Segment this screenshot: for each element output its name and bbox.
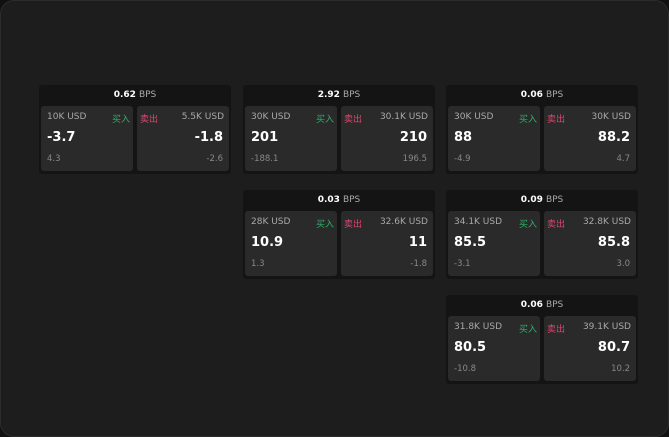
quote-card: 0.06 BPS 31.8K USD 买入 80.5 -10.8 39.1K US… (446, 295, 638, 384)
buy-quantity: 10K USD (47, 112, 87, 122)
buy-panel[interactable]: 28K USD 买入 10.9 1.3 (245, 211, 337, 276)
buy-price: 80.5 (454, 340, 487, 355)
buy-panel[interactable]: 30K USD 买入 201 -188.1 (245, 106, 337, 171)
quote-card: 0.06 BPS 30K USD 买入 88 -4.9 30K USD 卖出 88… (446, 85, 638, 174)
quote-card: 2.92 BPS 30K USD 买入 201 -188.1 30.1K USD … (243, 85, 435, 174)
spread-value: 0.06 (520, 300, 543, 310)
spread-value: 0.09 (520, 195, 543, 205)
buy-price: 201 (251, 130, 279, 145)
spread-value: 2.92 (317, 90, 340, 100)
sell-quantity: 30K USD (591, 112, 631, 122)
buy-change: -10.8 (454, 364, 476, 374)
sell-change: 10.2 (611, 364, 630, 374)
buy-panel[interactable]: 30K USD 买入 88 -4.9 (448, 106, 540, 171)
buy-quantity: 34.1K USD (454, 217, 503, 227)
buy-panel[interactable]: 10K USD 买入 -3.7 4.3 (41, 106, 133, 171)
buy-label: 买入 (315, 220, 334, 230)
buy-quantity: 31.8K USD (454, 322, 503, 332)
spread-value: 0.03 (317, 195, 340, 205)
spread-header: 0.09 BPS (446, 190, 638, 211)
sell-quantity: 32.8K USD (582, 217, 631, 227)
sell-panel[interactable]: 30K USD 卖出 88.2 4.7 (544, 106, 636, 171)
buy-label: 买入 (518, 115, 537, 125)
sell-change: -1.8 (410, 259, 427, 269)
buy-change: 1.3 (251, 259, 265, 269)
buy-change: -3.1 (454, 259, 471, 269)
sell-label: 卖出 (547, 325, 566, 335)
buy-price: 10.9 (251, 235, 284, 250)
buy-panel[interactable]: 34.1K USD 买入 85.5 -3.1 (448, 211, 540, 276)
buy-change: -4.9 (454, 154, 471, 164)
sell-label: 卖出 (547, 115, 566, 125)
sell-label: 卖出 (140, 115, 159, 125)
spread-header: 0.62 BPS (39, 85, 231, 106)
spread-value: 0.06 (520, 90, 543, 100)
spread-unit: BPS (342, 90, 361, 100)
sell-panel[interactable]: 32.6K USD 卖出 11 -1.8 (341, 211, 433, 276)
quote-card: 0.09 BPS 34.1K USD 买入 85.5 -3.1 32.8K USD… (446, 190, 638, 279)
sell-panel[interactable]: 30.1K USD 卖出 210 196.5 (341, 106, 433, 171)
sell-quantity: 39.1K USD (582, 322, 631, 332)
spread-unit: BPS (545, 195, 564, 205)
spread-header: 2.92 BPS (243, 85, 435, 106)
sell-change: 196.5 (402, 154, 427, 164)
buy-change: -188.1 (251, 154, 279, 164)
spread-unit: BPS (138, 90, 157, 100)
sell-label: 卖出 (344, 220, 363, 230)
quote-card: 0.62 BPS 10K USD 买入 -3.7 4.3 5.5K USD 卖出 … (39, 85, 231, 174)
buy-price: 85.5 (454, 235, 487, 250)
buy-label: 买入 (315, 115, 334, 125)
sell-price: 85.8 (597, 235, 630, 250)
buy-label: 买入 (518, 220, 537, 230)
buy-quantity: 30K USD (454, 112, 494, 122)
spread-header: 0.06 BPS (446, 295, 638, 316)
sell-price: 210 (399, 130, 427, 145)
sell-label: 卖出 (547, 220, 566, 230)
buy-quantity: 30K USD (251, 112, 291, 122)
buy-quantity: 28K USD (251, 217, 291, 227)
sell-panel[interactable]: 39.1K USD 卖出 80.7 10.2 (544, 316, 636, 381)
sell-change: 3.0 (616, 259, 630, 269)
sell-price: 11 (408, 235, 427, 250)
spread-value: 0.62 (113, 90, 136, 100)
sell-label: 卖出 (344, 115, 363, 125)
spread-header: 0.06 BPS (446, 85, 638, 106)
sell-price: 80.7 (597, 340, 630, 355)
buy-change: 4.3 (47, 154, 61, 164)
sell-panel[interactable]: 5.5K USD 卖出 -1.8 -2.6 (137, 106, 229, 171)
quote-card: 0.03 BPS 28K USD 买入 10.9 1.3 32.6K USD 卖出… (243, 190, 435, 279)
spread-unit: BPS (545, 300, 564, 310)
sell-quantity: 30.1K USD (379, 112, 428, 122)
buy-price: 88 (454, 130, 473, 145)
buy-label: 买入 (518, 325, 537, 335)
sell-quantity: 32.6K USD (379, 217, 428, 227)
sell-change: 4.7 (616, 154, 630, 164)
spread-header: 0.03 BPS (243, 190, 435, 211)
sell-panel[interactable]: 32.8K USD 卖出 85.8 3.0 (544, 211, 636, 276)
buy-label: 买入 (111, 115, 130, 125)
buy-panel[interactable]: 31.8K USD 买入 80.5 -10.8 (448, 316, 540, 381)
spread-unit: BPS (342, 195, 361, 205)
sell-change: -2.6 (206, 154, 223, 164)
sell-price: -1.8 (194, 130, 223, 145)
buy-price: -3.7 (47, 130, 76, 145)
spread-unit: BPS (545, 90, 564, 100)
sell-price: 88.2 (597, 130, 630, 145)
sell-quantity: 5.5K USD (181, 112, 224, 122)
